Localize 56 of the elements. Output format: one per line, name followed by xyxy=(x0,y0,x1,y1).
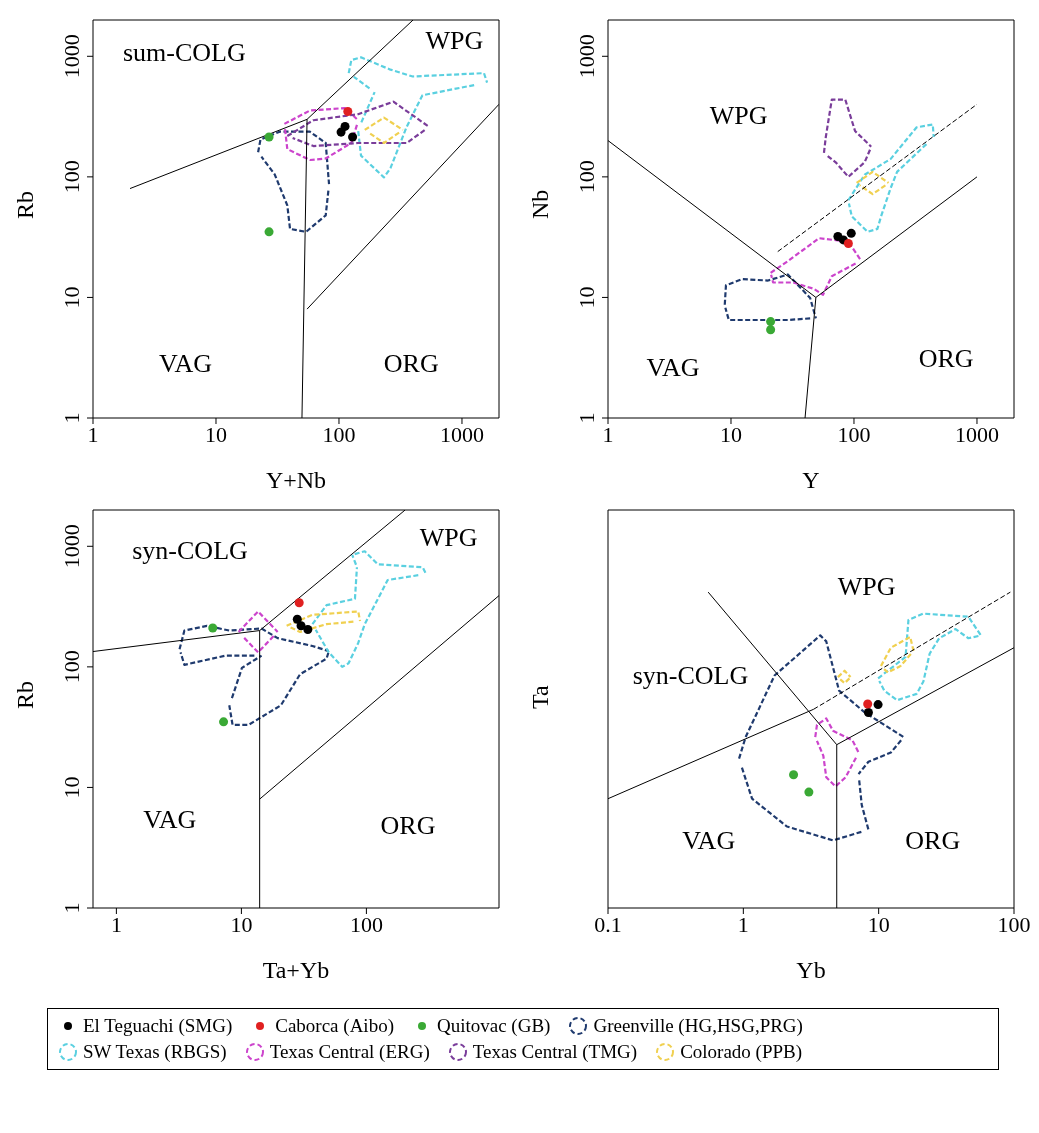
annotation: syn-COLG xyxy=(132,535,248,565)
y-tick-label: 10 xyxy=(59,286,84,309)
x-axis-title: Ta+Yb xyxy=(262,957,330,983)
y-axis-title: Nb xyxy=(526,189,553,219)
y-tick-label: 1 xyxy=(574,412,599,424)
x-axis-title: Y+Nb xyxy=(265,467,327,493)
x-tick-label: 1 xyxy=(110,911,122,937)
legend-label: El Teguachi (SMG) xyxy=(83,1015,233,1037)
annotation: ORG xyxy=(380,810,436,840)
legend-label: Texas Central (TMG) xyxy=(472,1041,638,1063)
y-tick-label: 100 xyxy=(59,160,84,194)
y-tick-label: 1000 xyxy=(574,34,599,79)
x-tick-label: 100 xyxy=(349,911,383,937)
annotation: ORG xyxy=(905,825,961,855)
x-tick-label: 10 xyxy=(719,421,742,447)
annotation: VAG xyxy=(682,825,736,855)
x-tick-label: 100 xyxy=(997,911,1031,937)
x-tick-label: 10 xyxy=(230,911,253,937)
y-tick-label: 100 xyxy=(59,650,84,684)
annotation: VAG xyxy=(646,352,700,382)
x-tick-label: 1000 xyxy=(954,421,999,447)
y-tick-label: 1000 xyxy=(59,34,84,79)
legend-label: Greenville (HG,HSG,PRG) xyxy=(593,1015,803,1037)
x-axis-title: Yb xyxy=(796,957,826,983)
annotation: VAG xyxy=(143,805,197,835)
legend-label: Colorado (PPB) xyxy=(680,1041,803,1063)
y-axis-title: Rb xyxy=(11,190,38,219)
y-tick-label: 1 xyxy=(59,412,84,424)
legend-label: Quitovac (GB) xyxy=(436,1015,551,1037)
annotation: WPG xyxy=(709,100,768,130)
y-tick-label: 10 xyxy=(574,286,599,309)
annotation: WPG xyxy=(837,571,896,601)
x-tick-label: 1000 xyxy=(439,421,484,447)
x-tick-label: 10 xyxy=(204,421,227,447)
y-tick-label: 1 xyxy=(59,902,84,914)
y-tick-label: 100 xyxy=(574,160,599,194)
annotation: ORG xyxy=(383,348,439,378)
annotation: ORG xyxy=(918,344,974,374)
x-tick-label: 100 xyxy=(837,421,871,447)
y-tick-label: 10 xyxy=(59,776,84,799)
x-tick-label: 0.1 xyxy=(594,911,622,937)
legend-label: Texas Central (ERG) xyxy=(269,1041,430,1063)
annotation: syn-COLG xyxy=(632,661,749,691)
x-axis-title: Y xyxy=(802,467,820,493)
annotation: sum-COLG xyxy=(122,38,246,68)
x-tick-label: 10 xyxy=(867,911,890,937)
y-axis-title: Rb xyxy=(11,680,38,709)
annotation: WPG xyxy=(425,25,484,55)
x-tick-label: 100 xyxy=(322,421,356,447)
y-axis-title: Ta xyxy=(526,685,553,709)
legend-label: Caborca (Aibo) xyxy=(275,1015,394,1037)
y-tick-label: 1000 xyxy=(59,524,84,569)
annotation: VAG xyxy=(159,348,213,378)
annotation: WPG xyxy=(419,523,478,553)
legend-label: SW Texas (RBGS) xyxy=(83,1041,227,1063)
x-tick-label: 1 xyxy=(737,911,749,937)
